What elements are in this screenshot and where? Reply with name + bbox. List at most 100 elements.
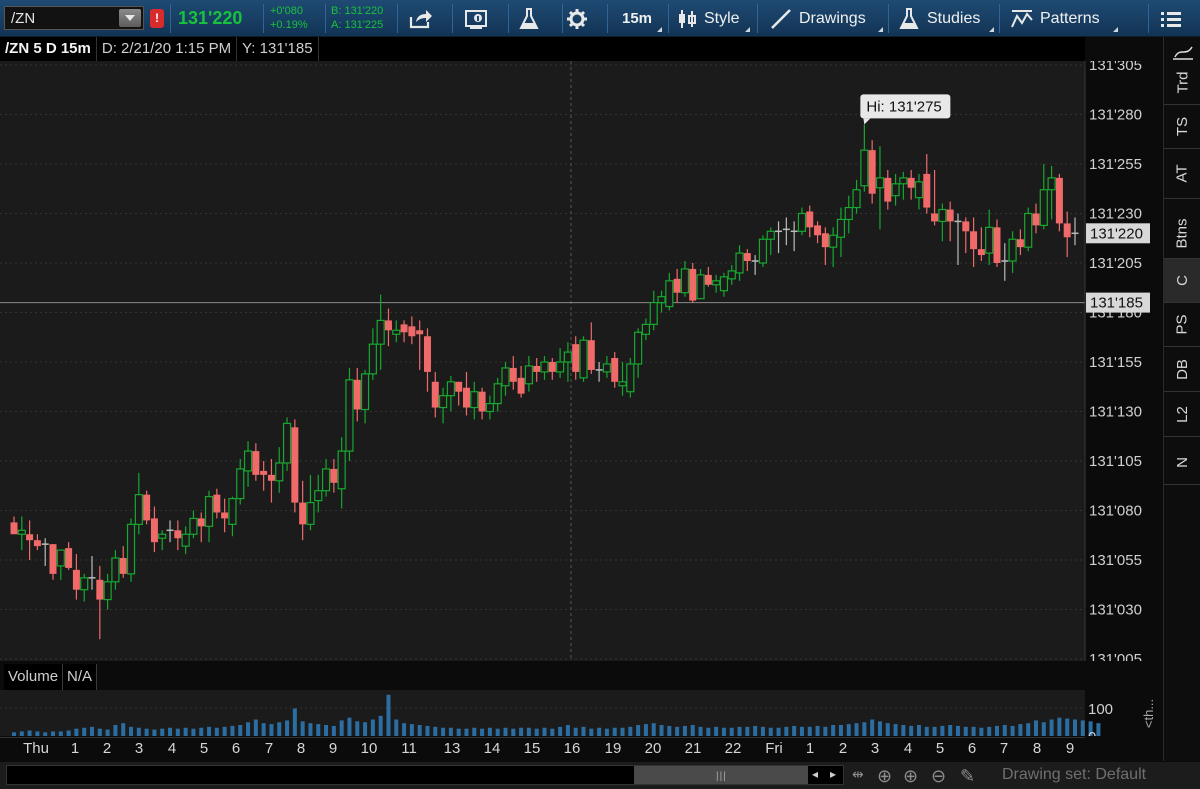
candle bbox=[189, 510, 198, 539]
sidebar-item-at[interactable]: AT bbox=[1164, 149, 1200, 199]
time-tick-label: 20 bbox=[644, 740, 662, 757]
chart-settings-button[interactable] bbox=[464, 0, 504, 37]
candle bbox=[384, 308, 392, 347]
time-tick-label: Thu bbox=[23, 740, 49, 757]
time-tick-label: 3 bbox=[870, 740, 880, 757]
candle bbox=[1008, 231, 1017, 273]
candle-body-up bbox=[563, 351, 573, 363]
volume-bar bbox=[1010, 725, 1015, 736]
candle-body-down bbox=[946, 209, 954, 222]
drawings-label: Drawings bbox=[799, 9, 866, 27]
menu-button[interactable] bbox=[1160, 0, 1194, 37]
volume-bar bbox=[214, 727, 219, 736]
candle-body-up bbox=[204, 496, 214, 527]
candle bbox=[727, 264, 736, 285]
candle-body-down bbox=[884, 177, 892, 202]
candle-body-down bbox=[291, 427, 299, 503]
top-toolbar: /ZN ! 131'220 +0'080 +0.19% B: 131'220 A… bbox=[0, 0, 1200, 37]
share-button[interactable] bbox=[408, 0, 448, 37]
price-chart[interactable]: Hi: 131'275 131'305 131'280 131'255 131'230… bbox=[0, 61, 1163, 661]
candle bbox=[556, 348, 565, 378]
volume-bar bbox=[581, 726, 586, 736]
price-tick-label: 131'080 bbox=[1089, 503, 1142, 520]
sidebar-item-n[interactable]: N bbox=[1164, 441, 1200, 485]
sidebar-item-ts[interactable]: TS bbox=[1164, 105, 1200, 149]
time-tick-label: 4 bbox=[903, 740, 913, 757]
candle-body-down bbox=[119, 558, 127, 574]
candle-body-down bbox=[330, 468, 338, 483]
volume-bar bbox=[550, 728, 555, 736]
patterns-button[interactable]: Patterns bbox=[1010, 0, 1120, 37]
drawings-button[interactable]: Drawings bbox=[770, 0, 885, 37]
sidebar-item-btns[interactable]: Btns bbox=[1164, 209, 1200, 259]
scroll-left-arrow-icon[interactable]: ◂ bbox=[812, 767, 819, 781]
sidebar-item-ps[interactable]: PS bbox=[1164, 303, 1200, 347]
volume-axis-zero: 0 bbox=[1088, 729, 1096, 736]
volume-bar bbox=[1057, 717, 1062, 736]
alert-badge[interactable]: ! bbox=[150, 9, 164, 28]
sidebar-item-c[interactable]: C bbox=[1164, 259, 1200, 303]
scroll-thumb[interactable] bbox=[634, 766, 808, 784]
volume-bar bbox=[339, 720, 344, 736]
candle bbox=[143, 490, 151, 525]
pencil-drawing-icon[interactable]: ✎ bbox=[960, 766, 976, 786]
volume-bar bbox=[51, 731, 56, 736]
sidebar-item-label: PS bbox=[1173, 314, 1191, 335]
candle-body-down bbox=[260, 470, 268, 475]
ask-price: A: 131'225 bbox=[331, 19, 384, 31]
style-button[interactable]: Style bbox=[676, 0, 752, 37]
volume-bar bbox=[183, 727, 188, 736]
volume-bar bbox=[144, 728, 149, 736]
candle bbox=[26, 520, 34, 560]
volume-bar bbox=[620, 727, 625, 736]
sidebar-item-trd[interactable]: Trd bbox=[1164, 61, 1200, 105]
candle bbox=[587, 322, 595, 374]
symbol-dropdown-button[interactable] bbox=[119, 9, 141, 27]
volume-bar bbox=[1073, 719, 1077, 736]
sidebar-collapse-icon[interactable] bbox=[1164, 45, 1200, 61]
settings-button[interactable] bbox=[566, 0, 598, 37]
volume-bar bbox=[737, 726, 742, 736]
drawing-set-label[interactable]: Drawing set: Default bbox=[1002, 766, 1147, 783]
time-tick-label: 9 bbox=[328, 740, 338, 757]
volume-bar bbox=[300, 721, 305, 736]
time-axis: Thu 1 2 3 4 5 6 7 8 9 10 11 13 14 15 16 19 20 21 22 Fri 1 2 3 4 5… bbox=[0, 737, 1085, 759]
volume-bar bbox=[480, 728, 485, 736]
crosshair-icon[interactable]: ⊕ bbox=[877, 766, 893, 786]
candle bbox=[392, 320, 401, 343]
candle bbox=[41, 538, 49, 566]
zoom-in-icon[interactable]: ⊕ bbox=[903, 766, 919, 786]
price-tick-label: 131'230 bbox=[1089, 206, 1142, 223]
toolbar-divider bbox=[562, 4, 563, 33]
sidebar-item-db[interactable]: DB bbox=[1164, 348, 1200, 392]
candle bbox=[166, 520, 174, 543]
studies-button[interactable]: Studies bbox=[898, 0, 996, 37]
candle-body-down bbox=[174, 530, 182, 539]
candle-body-down bbox=[673, 278, 681, 293]
candle bbox=[306, 474, 315, 531]
candle-body-down bbox=[478, 391, 486, 412]
scroll-right-arrow-icon[interactable]: ▸ bbox=[830, 767, 837, 781]
candle-body-up bbox=[540, 361, 549, 373]
candle-body-down bbox=[977, 249, 985, 256]
expand-horizontal-icon[interactable]: ⇹ bbox=[852, 766, 864, 782]
candle bbox=[181, 526, 190, 555]
symbol-selector[interactable]: /ZN bbox=[4, 6, 144, 30]
studies-lab-button[interactable] bbox=[518, 0, 558, 37]
candle-body-down bbox=[993, 227, 1001, 263]
symbol-input-value[interactable]: /ZN bbox=[11, 10, 36, 27]
candle-body-up bbox=[376, 319, 385, 345]
volume-bar bbox=[277, 722, 282, 736]
candle bbox=[649, 290, 658, 331]
candle bbox=[485, 395, 494, 420]
zoom-out-icon[interactable]: ⊖ bbox=[931, 766, 947, 786]
candle bbox=[790, 221, 798, 252]
toolbar-divider bbox=[263, 4, 264, 33]
sidebar-item-l2[interactable]: L2 bbox=[1164, 393, 1200, 437]
volume-chart[interactable]: 100 0 bbox=[0, 690, 1163, 736]
candle bbox=[80, 573, 89, 602]
candle bbox=[962, 217, 970, 254]
time-tick-label: 5 bbox=[935, 740, 945, 757]
timeframe-button[interactable]: 15m bbox=[612, 0, 664, 37]
last-price: 131'220 bbox=[178, 8, 243, 28]
